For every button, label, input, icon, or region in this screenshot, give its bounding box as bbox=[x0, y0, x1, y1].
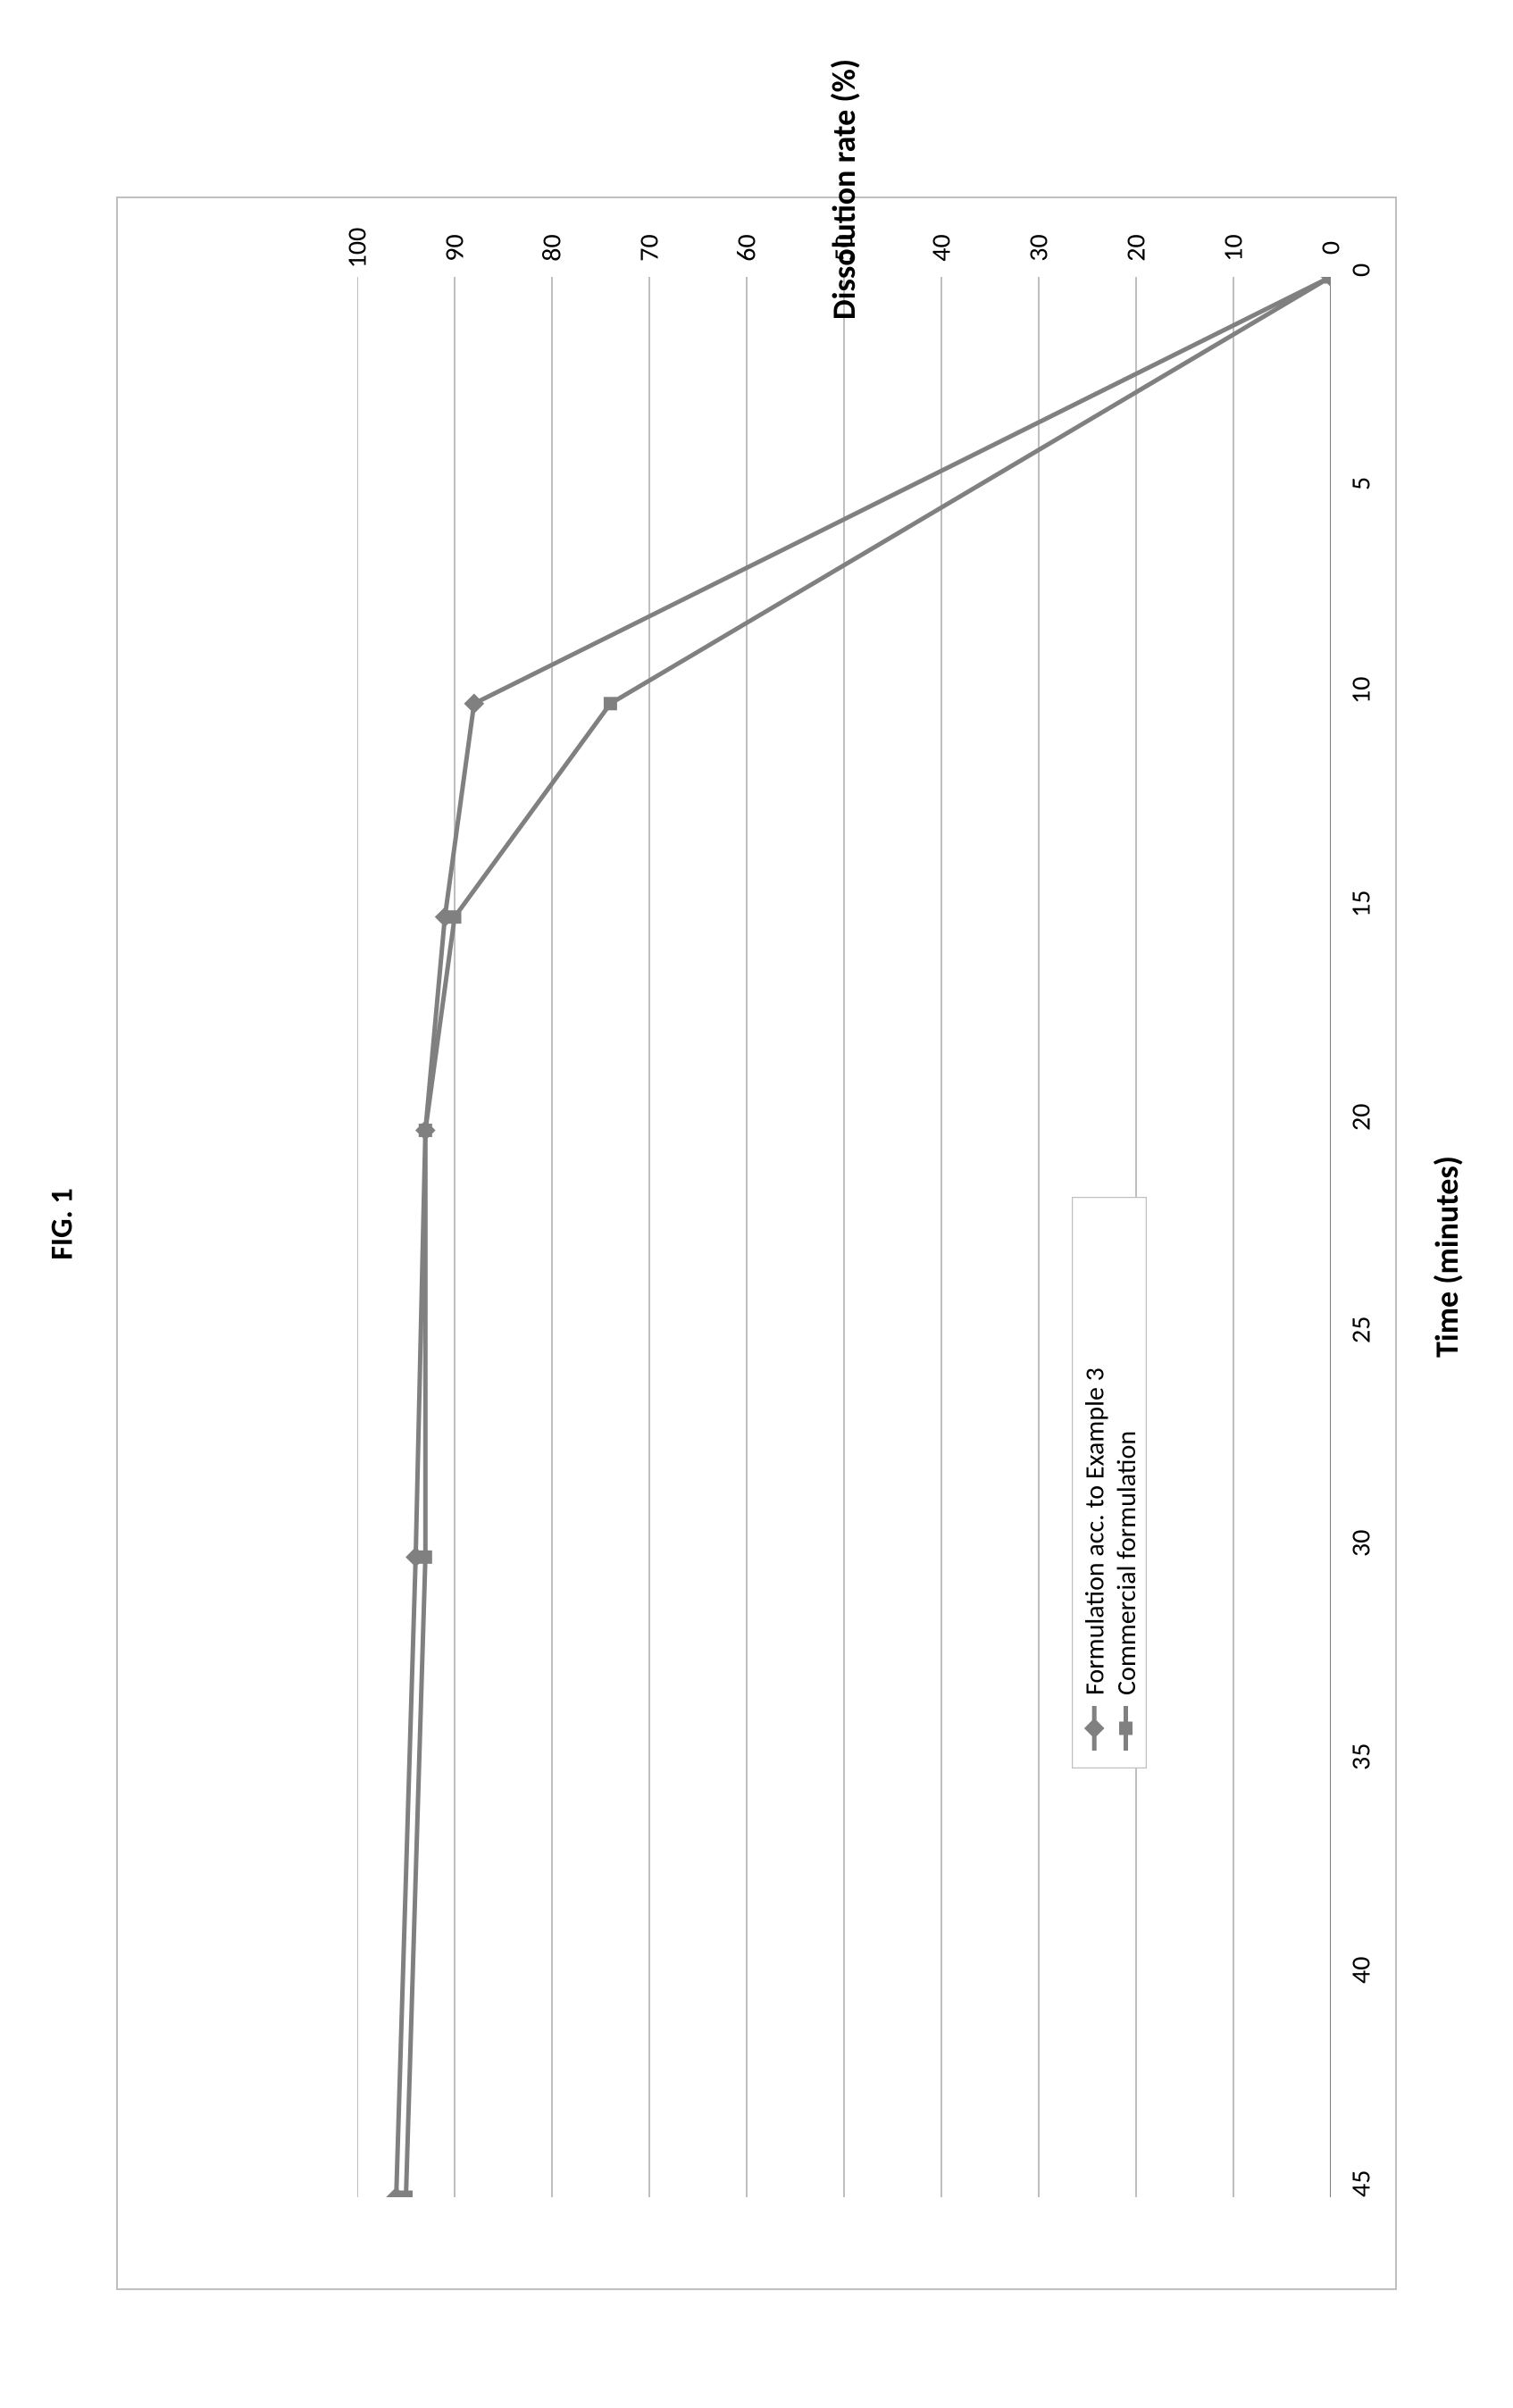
page: FIG. 1 Dissolution rate (%) Time (minute… bbox=[0, 0, 1513, 2408]
legend-label-commercial: Commercial formulation bbox=[1110, 1431, 1143, 1695]
x-tick-label: 20 bbox=[1345, 1103, 1378, 1130]
y-tick-label: 40 bbox=[925, 234, 958, 261]
y-tick-label: 100 bbox=[341, 228, 374, 269]
series-marker-commercial bbox=[1325, 277, 1332, 284]
y-tick-label: 60 bbox=[731, 234, 764, 261]
x-tick-label: 10 bbox=[1345, 676, 1378, 703]
series-marker-commercial bbox=[448, 910, 462, 924]
y-tick-label: 20 bbox=[1120, 234, 1153, 261]
y-tick-label: 30 bbox=[1023, 234, 1056, 261]
chart-plot-area bbox=[357, 277, 1331, 2197]
y-axis-title: Dissolution rate (%) bbox=[824, 59, 864, 320]
legend-label-example3: Formulation acc. to Example 3 bbox=[1079, 1367, 1112, 1695]
series-marker-commercial bbox=[604, 697, 617, 710]
figure-title: FIG. 1 bbox=[45, 1188, 81, 1259]
x-tick-label: 25 bbox=[1345, 1317, 1378, 1343]
x-tick-label: 30 bbox=[1345, 1530, 1378, 1557]
x-tick-label: 40 bbox=[1345, 1957, 1378, 1984]
x-tick-label: 0 bbox=[1345, 263, 1378, 277]
y-tick-label: 0 bbox=[1315, 241, 1348, 255]
chart-legend: Formulation acc. to Example 3Commercial … bbox=[1072, 1197, 1147, 1768]
x-tick-label: 35 bbox=[1345, 1743, 1378, 1770]
x-tick-label: 45 bbox=[1345, 2170, 1378, 2197]
x-tick-label: 5 bbox=[1345, 477, 1378, 490]
series-marker-commercial bbox=[419, 1124, 432, 1137]
series-marker-commercial bbox=[399, 2191, 413, 2198]
x-tick-label: 15 bbox=[1345, 890, 1378, 916]
series-marker-commercial bbox=[419, 1551, 432, 1564]
y-tick-label: 50 bbox=[828, 234, 861, 261]
y-tick-label: 10 bbox=[1217, 234, 1250, 261]
y-tick-label: 70 bbox=[633, 234, 666, 261]
x-axis-title: Time (minutes) bbox=[1427, 1156, 1467, 1358]
y-tick-label: 90 bbox=[439, 234, 472, 261]
y-tick-label: 80 bbox=[536, 234, 569, 261]
